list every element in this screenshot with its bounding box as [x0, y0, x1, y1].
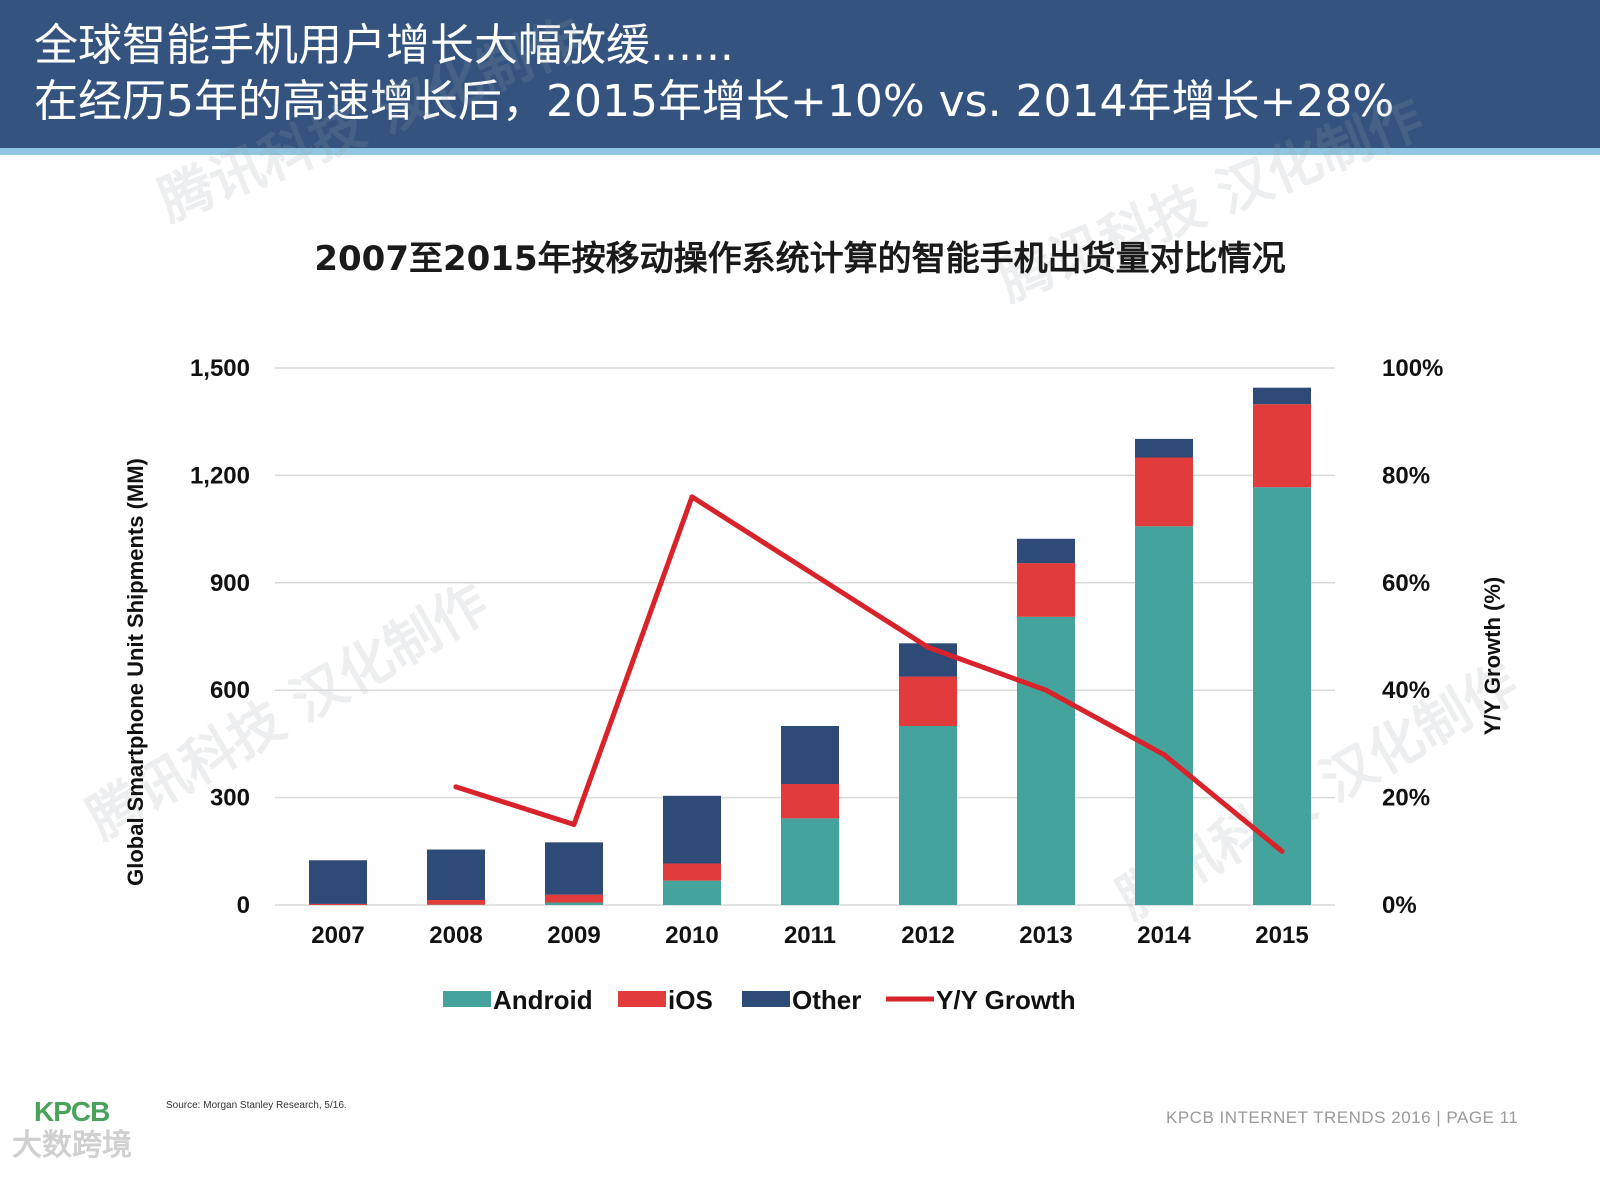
bar-other-2013: [1017, 538, 1075, 564]
growth-point: [1043, 687, 1049, 693]
bar-android-2014: [1135, 526, 1193, 905]
growth-point: [571, 821, 577, 827]
bar-ios-2007: [309, 903, 367, 905]
bar-other-2014: [1135, 438, 1193, 458]
header-bar: 全球智能手机用户增长大幅放缓...... 在经历5年的高速增长后，2015年增长…: [0, 0, 1600, 148]
y-axis-label: Global Smartphone Unit Shipments (MM): [123, 458, 148, 886]
growth-point: [689, 494, 695, 500]
bar-ios-2011: [781, 783, 839, 819]
y2-tick-label: 60%: [1382, 570, 1430, 597]
x-tick-label: 2015: [1255, 922, 1308, 949]
bar-android-2010: [663, 880, 721, 905]
header-accent-line: [0, 148, 1600, 155]
y2-axis-label: Y/Y Growth (%): [1480, 577, 1505, 736]
y2-tick-label: 40%: [1382, 677, 1430, 704]
x-tick-label: 2011: [784, 922, 836, 949]
y-tick-label: 1,200: [190, 462, 250, 489]
bar-other-2015: [1253, 387, 1311, 405]
y2-tick-label: 0%: [1382, 892, 1417, 919]
y-axis-ticks: 0 300 600 900 1,200 1,500: [190, 355, 250, 919]
growth-point: [1279, 848, 1285, 854]
bar-ios-2013: [1017, 563, 1075, 617]
legend-swatch-android: [443, 991, 491, 1007]
x-tick-label: 2007: [311, 922, 364, 949]
y2-tick-label: 20%: [1382, 785, 1430, 812]
x-tick-label: 2013: [1019, 922, 1072, 949]
legend-label-ios: iOS: [668, 985, 713, 1015]
kpcb-logo: KPCB: [34, 1096, 110, 1127]
x-tick-label: 2012: [901, 922, 954, 949]
bars: [309, 387, 1311, 905]
y2-tick-label: 100%: [1382, 355, 1443, 382]
bar-ios-2008: [427, 899, 485, 905]
growth-point: [925, 644, 931, 650]
y-tick-label: 300: [210, 785, 250, 812]
legend-label-y-y-growth: Y/Y Growth: [936, 985, 1076, 1015]
source-note: Source: Morgan Stanley Research, 5/16.: [166, 1100, 347, 1111]
chart-title: 2007至2015年按移动操作系统计算的智能手机出货量对比情况: [314, 239, 1285, 279]
headline-line-2: 在经历5年的高速增长后，2015年增长+10% vs. 2014年增长+28%: [34, 76, 1395, 127]
bar-other-2008: [427, 849, 485, 900]
growth-line: [453, 494, 1285, 854]
bar-ios-2009: [545, 894, 603, 903]
y-tick-label: 600: [210, 677, 250, 704]
bar-other-2009: [545, 842, 603, 895]
legend-swatch-other: [742, 991, 790, 1007]
x-tick-label: 2009: [547, 922, 600, 949]
bar-other-2011: [781, 726, 839, 784]
legend-label-android: Android: [493, 985, 593, 1015]
y-tick-label: 0: [237, 892, 250, 919]
bar-ios-2015: [1253, 404, 1311, 488]
legend-label-other: Other: [792, 985, 861, 1015]
growth-line-layer: [453, 494, 1285, 854]
bar-ios-2012: [899, 676, 957, 726]
y2-tick-label: 80%: [1382, 462, 1430, 489]
bar-android-2012: [899, 726, 957, 905]
watermark-logo: 大数跨境: [12, 1128, 132, 1163]
footer-page-info: KPCB INTERNET TRENDS 2016 | PAGE 11: [1166, 1108, 1519, 1127]
x-tick-label: 2014: [1137, 922, 1191, 949]
headline-line-1: 全球智能手机用户增长大幅放缓......: [34, 20, 734, 71]
bar-other-2007: [309, 860, 367, 904]
y-tick-label: 900: [210, 570, 250, 597]
growth-point: [807, 569, 813, 575]
bar-android-2011: [781, 818, 839, 905]
y-tick-label: 1,500: [190, 355, 250, 382]
legend-swatch-ios: [618, 991, 666, 1007]
bar-android-2013: [1017, 616, 1075, 905]
x-axis-ticks: 2007 2008 2009 2010 2011 2012 2013 2014 2015: [311, 922, 1308, 949]
y2-axis-ticks: 0% 20% 40% 60% 80% 100%: [1382, 355, 1443, 919]
x-tick-label: 2008: [429, 922, 482, 949]
x-tick-label: 2010: [665, 922, 718, 949]
growth-point: [1161, 752, 1167, 758]
bar-ios-2014: [1135, 457, 1193, 527]
bar-android-2015: [1253, 487, 1311, 905]
legend: Android iOS Other Y/Y Growth: [443, 985, 1076, 1015]
bar-other-2010: [663, 795, 721, 864]
growth-point: [453, 784, 459, 790]
bar-android-2009: [545, 902, 603, 905]
bar-ios-2010: [663, 863, 721, 881]
